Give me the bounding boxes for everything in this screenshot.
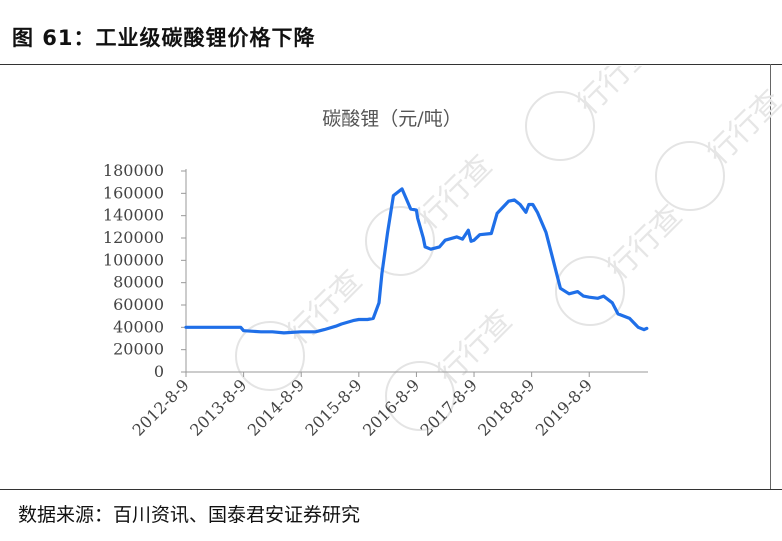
y-tick-label: 100000 [103, 250, 164, 269]
y-axis: 0 20000 40000 60000 80000 100000 120000 140000 1… [103, 161, 187, 381]
watermark-logo [655, 141, 725, 211]
bottom-rule [0, 489, 782, 490]
y-tick-label: 180000 [103, 161, 164, 180]
y-tick-label: 0 [154, 362, 164, 381]
x-tick-label: 2015-8-9 [301, 375, 365, 439]
x-tick-label: 2012-8-9 [129, 375, 193, 439]
watermark-text: 行行查 [571, 66, 659, 122]
y-tick-label: 120000 [103, 228, 164, 247]
watermark-logo [555, 256, 625, 326]
watermark-text: 行行查 [701, 83, 782, 171]
series-line-lithium-carbonate [184, 187, 649, 335]
right-rule [770, 64, 771, 490]
watermark-text: 行行查 [601, 198, 689, 286]
watermark-text: 行行查 [431, 303, 519, 391]
source-note: 数据来源：百川资讯、国泰君安证券研究 [18, 504, 361, 526]
watermark-logo [525, 91, 595, 161]
watermark-logo [365, 206, 435, 276]
y-tick-label: 40000 [113, 317, 164, 336]
y-tick-label: 60000 [113, 295, 164, 314]
y-tick-label: 80000 [113, 273, 164, 292]
y-tick-label: 160000 [103, 183, 164, 202]
watermark-text: 行行查 [281, 263, 369, 351]
x-tick-label: 2019-8-9 [532, 375, 596, 439]
x-tick-label: 2018-8-9 [474, 375, 538, 439]
watermark-logo [385, 361, 455, 431]
watermark-logo [235, 321, 305, 391]
chart-title: 碳酸锂（元/吨） [322, 108, 461, 130]
figure-title: 图 61：工业级碳酸锂价格下降 [12, 26, 316, 50]
x-tick-label: 2013-8-9 [186, 375, 250, 439]
plot-area [184, 187, 649, 335]
y-tick-label: 20000 [113, 340, 164, 359]
top-rule [0, 64, 782, 65]
watermark-text: 行行查 [411, 148, 499, 236]
y-tick-label: 140000 [103, 206, 164, 225]
